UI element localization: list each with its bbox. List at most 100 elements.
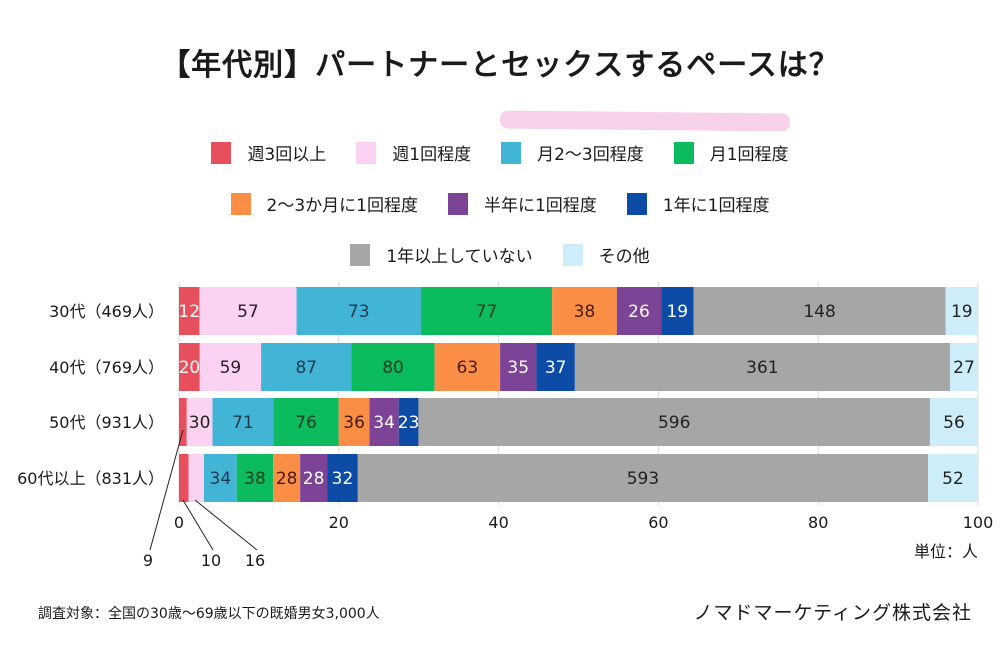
title-area: 【年代別】パートナーとセックスするペースは？ [0, 40, 1000, 132]
bar-segment [273, 454, 301, 502]
data-label: 32 [332, 469, 354, 489]
bar-segment [420, 287, 553, 335]
legend-swatch [211, 141, 232, 164]
legend-swatch [350, 243, 371, 266]
bar-segment [434, 343, 501, 391]
bar-segment [186, 398, 213, 446]
legend-label: 週1回程度 [392, 145, 472, 165]
data-label: 38 [244, 469, 266, 489]
leader-line [194, 499, 258, 551]
bar-segment [536, 343, 575, 391]
legend-swatch [501, 141, 522, 164]
bar-segment [296, 287, 421, 335]
data-label: 12 [178, 302, 200, 322]
bar-segment [203, 454, 237, 502]
data-label: 77 [476, 302, 498, 322]
legend-item: 月1回程度 [673, 140, 789, 165]
data-label: 593 [627, 469, 659, 489]
legend-label: その他 [598, 247, 650, 267]
legend-item: 半年に1回程度 [447, 191, 597, 216]
data-label: 19 [951, 302, 973, 322]
bar-segment [236, 454, 274, 502]
bar-segment [574, 343, 950, 391]
bar-segment [928, 454, 978, 502]
bar-segment [188, 454, 204, 502]
bar-segment [338, 398, 370, 446]
legend-row: 2～3か月に1回程度 半年に1回程度 1年に1回程度 [0, 191, 1000, 216]
legend-label: 半年に1回程度 [483, 196, 597, 216]
x-tick-label: 20 [329, 513, 349, 532]
data-label: 38 [574, 302, 596, 322]
data-label: 57 [237, 302, 259, 322]
data-label: 26 [628, 302, 650, 322]
legend-swatch [562, 243, 583, 266]
legend-label: 月1回程度 [709, 145, 789, 165]
bar-segment [179, 287, 200, 335]
legend-label: 2～3か月に1回程度 [266, 196, 418, 216]
x-tick-label: 0 [174, 513, 184, 532]
data-label: 59 [220, 358, 242, 378]
bar-segment [693, 287, 946, 335]
data-label: 56 [943, 413, 965, 433]
bar-segment [357, 454, 929, 502]
bar-segment [199, 287, 297, 335]
bar-segment [949, 343, 978, 391]
leader-line [149, 429, 184, 551]
data-label: 34 [210, 469, 232, 489]
bar-segment [500, 343, 537, 391]
bar-segment [552, 287, 617, 335]
legend-label: 月2～3回程度 [537, 145, 644, 165]
bar-segment [398, 398, 419, 446]
bar-segment [327, 454, 358, 502]
legend-swatch [626, 192, 647, 215]
legend-row: 1年以上していない その他 [0, 242, 1000, 267]
survey-note: 調査対象：全国の30歳～69歳以下の既婚男女3,000人 [38, 606, 380, 622]
legend-item: 2～3か月に1回程度 [230, 191, 418, 216]
bar-segment [261, 343, 352, 391]
legend-row: 週3回以上 週1回程度 月2～3回程度 月1回程度 [0, 140, 1000, 165]
bar-segment [616, 287, 662, 335]
x-tick-label: 80 [808, 513, 828, 532]
leader-line [182, 499, 214, 551]
legend-swatch [230, 192, 251, 215]
category-label: 30代（469人） [49, 302, 164, 321]
data-label: 30 [189, 413, 211, 433]
x-tick-label: 100 [963, 513, 994, 532]
bar-segment [661, 287, 694, 335]
outside-data-label: 10 [201, 551, 221, 570]
data-label: 52 [942, 469, 964, 489]
data-label: 19 [666, 302, 688, 322]
data-label: 27 [953, 358, 975, 378]
category-label: 60代以上（831人） [17, 469, 164, 488]
bar-segment [945, 287, 978, 335]
bar-segment [369, 398, 399, 446]
data-label: 80 [382, 358, 404, 378]
legend-item: 週1回程度 [356, 140, 471, 165]
data-label: 148 [803, 302, 835, 322]
legend-label: 1年以上していない [386, 247, 533, 267]
bar-segment [199, 343, 262, 391]
bar-segment [300, 454, 328, 502]
x-tick-label: 60 [648, 513, 668, 532]
legend-item: その他 [562, 242, 650, 267]
outside-data-label: 9 [143, 551, 153, 570]
bar-segment [929, 398, 978, 446]
legend-item: 1年以上していない [350, 242, 533, 267]
x-tick-label: 40 [488, 513, 508, 532]
legend-item: 月2～3回程度 [501, 140, 644, 165]
legend-swatch [673, 141, 694, 164]
data-label: 596 [658, 413, 690, 433]
unit-label: 単位：人 [913, 542, 978, 561]
data-label: 63 [457, 358, 479, 378]
bar-segment [418, 398, 930, 446]
data-label: 37 [545, 358, 567, 378]
bar-segment [179, 398, 187, 446]
data-label: 87 [295, 358, 317, 378]
legend-swatch [356, 141, 377, 164]
data-label: 28 [276, 469, 298, 489]
chart-title: 【年代別】パートナーとセックスするペースは？ [160, 48, 840, 83]
legend-item: 1年に1回程度 [626, 191, 769, 216]
category-label: 40代（769人） [49, 358, 164, 377]
company-name: ノマドマーケティング株式会社 [693, 602, 972, 624]
